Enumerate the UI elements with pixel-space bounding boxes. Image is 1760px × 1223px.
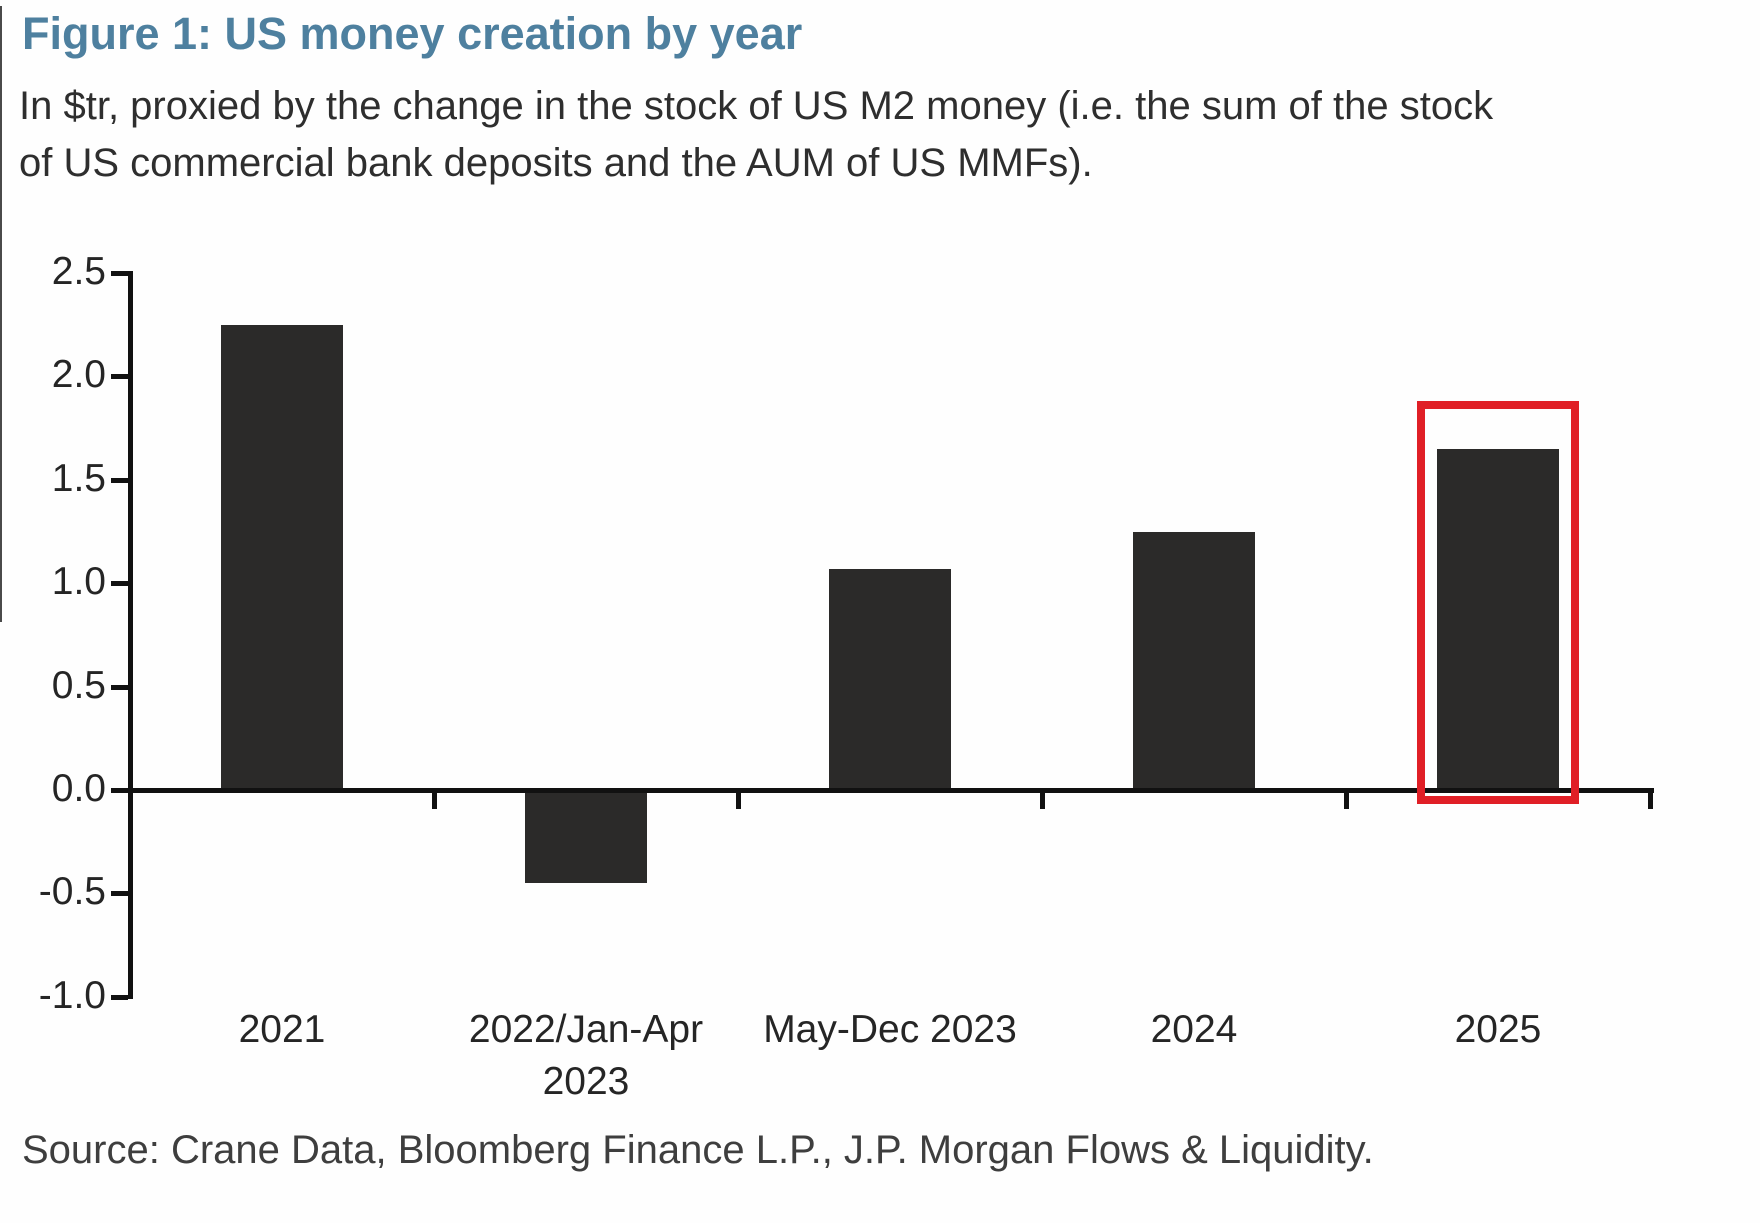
y-axis-tick	[111, 788, 128, 793]
bar-2025	[1437, 448, 1559, 790]
x-tick-label-2025: 2025	[1454, 1008, 1542, 1051]
highlight-red-box	[1417, 400, 1579, 804]
y-tick-label: 0.5	[51, 663, 106, 707]
y-tick-label: 1.5	[51, 456, 106, 500]
bar-May-Dec 2023	[829, 568, 951, 790]
y-axis-tick	[111, 374, 128, 380]
figure-title: Figure 1: US money creation by year	[22, 8, 803, 59]
figure-subtitle-line2: of US commercial bank deposits and the A…	[19, 141, 1093, 185]
x-tick-label-2021: 2021	[238, 1008, 326, 1051]
x-tick-label-2024: 2024	[1150, 1008, 1238, 1051]
y-tick-label: -0.5	[38, 870, 106, 914]
y-axis-tick	[111, 271, 128, 276]
x-axis-tick	[736, 792, 741, 809]
figure-subtitle-line1: In $tr, proxied by the change in the sto…	[19, 84, 1494, 128]
x-axis-tick	[1040, 792, 1045, 809]
y-tick-label: -1.0	[38, 973, 106, 1017]
x-axis-line	[128, 788, 1654, 793]
y-tick-label: 2.0	[51, 353, 106, 397]
y-tick-label: 1.0	[51, 560, 106, 604]
y-axis-tick	[111, 891, 128, 897]
y-axis-line	[128, 271, 133, 999]
y-tick-label: 2.5	[51, 250, 106, 293]
y-axis-tick	[111, 477, 128, 483]
bar-2022/Jan-Apr	[525, 790, 647, 884]
x-axis-tick	[1648, 792, 1653, 809]
page-edge-artifact	[0, 6, 2, 622]
x-tick-label-May-Dec 2023: May-Dec 2023	[763, 1008, 1017, 1051]
source-note: Source: Crane Data, Bloomberg Finance L.…	[22, 1128, 1374, 1172]
x-tick-label-2022/Jan-Apr: 2022/Jan-Apr 2023	[468, 1008, 704, 1103]
figure-subtitle: In $tr, proxied by the change in the sto…	[19, 78, 1493, 192]
bar-2021	[221, 324, 343, 790]
y-axis-tick	[111, 684, 128, 690]
y-tick-label: 0.0	[51, 767, 106, 810]
y-axis-tick	[111, 994, 128, 1000]
x-axis-tick	[1344, 792, 1349, 809]
x-axis-tick	[432, 792, 437, 809]
y-axis-tick	[111, 581, 128, 587]
bar-2024	[1133, 531, 1255, 790]
